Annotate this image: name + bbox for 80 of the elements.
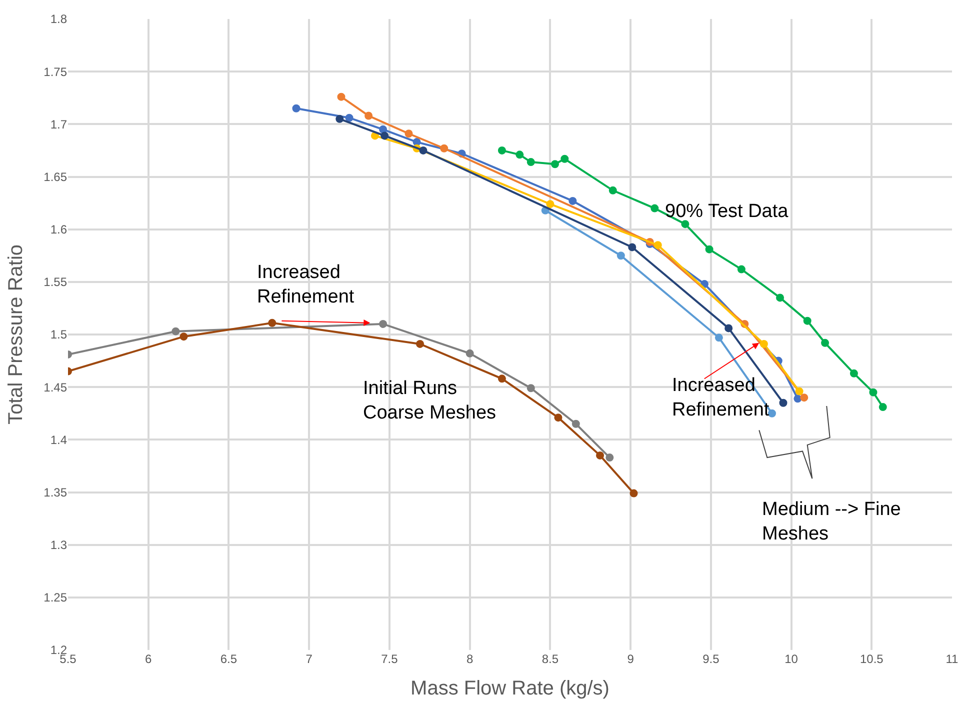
point <box>379 320 388 328</box>
point <box>869 388 878 396</box>
y-tick-label: 1.5 <box>50 328 68 342</box>
point <box>616 252 625 260</box>
point <box>714 334 723 342</box>
annotation: Increased Refinement <box>257 262 355 308</box>
point <box>737 265 746 274</box>
point <box>466 349 474 358</box>
x-tick-label: 8 <box>466 652 474 666</box>
y-tick-label: 1.6 <box>50 222 68 237</box>
x-tick-label: 6 <box>145 652 152 666</box>
point <box>795 387 804 396</box>
x-tick-label: 8.5 <box>542 652 559 666</box>
y-tick-label: 1.25 <box>44 590 68 605</box>
point <box>878 403 887 412</box>
point <box>681 220 690 228</box>
x-tick-label: 10 <box>784 652 798 666</box>
point <box>800 394 808 402</box>
point <box>606 454 614 462</box>
annotation: Medium --> Fine Meshes <box>762 499 901 545</box>
point <box>172 327 180 336</box>
point <box>345 114 354 122</box>
point <box>546 200 554 208</box>
y-tick-label: 1.7 <box>50 117 68 132</box>
y-tick-label: 1.35 <box>44 485 68 500</box>
y-tick-label: 1.45 <box>44 380 68 394</box>
point <box>596 451 604 460</box>
annotation: Initial Runs Coarse Meshes <box>363 378 496 424</box>
point <box>705 245 714 254</box>
point <box>554 414 562 422</box>
point <box>803 316 812 325</box>
x-tick-label: 7.5 <box>381 652 398 666</box>
annotation: 90% Test Data <box>665 201 789 222</box>
point <box>850 369 858 378</box>
y-tick-label: 1.65 <box>44 170 68 184</box>
x-tick-label: 11 <box>946 652 959 666</box>
y-tick-label: 1.3 <box>50 538 68 552</box>
y-axis-title: Total Pressure Ratio <box>5 244 28 425</box>
point <box>419 146 428 154</box>
point <box>440 144 448 152</box>
point <box>821 338 830 347</box>
point <box>498 146 506 154</box>
point <box>416 340 424 348</box>
point <box>292 104 300 112</box>
point <box>608 186 617 194</box>
point <box>551 160 559 168</box>
x-tick-label: 10.5 <box>860 652 884 666</box>
point <box>776 294 784 302</box>
point <box>572 420 580 428</box>
y-tick-label: 1.8 <box>50 12 68 26</box>
point <box>760 340 768 348</box>
point <box>628 243 636 252</box>
y-tick-label: 1.75 <box>44 64 68 79</box>
point <box>526 158 535 166</box>
point <box>268 318 276 327</box>
x-tick-label: 9 <box>627 652 634 666</box>
point <box>526 384 535 392</box>
point <box>724 324 733 332</box>
point <box>379 125 388 134</box>
point <box>779 398 788 407</box>
point <box>364 112 373 120</box>
x-tick-label: 6.5 <box>220 652 238 666</box>
annotation: Increased Refinement <box>672 375 770 421</box>
point <box>180 332 188 341</box>
point <box>568 196 577 205</box>
point <box>498 374 506 383</box>
y-tick-label: 1.4 <box>50 432 68 447</box>
x-tick-label: 7 <box>306 652 313 666</box>
x-axis-title: Mass Flow Rate (kg/s) <box>410 678 610 700</box>
x-tick-label: 9.5 <box>702 652 720 666</box>
point <box>560 154 569 163</box>
point <box>337 92 346 101</box>
point <box>336 114 344 123</box>
point <box>404 130 413 138</box>
point <box>650 204 659 212</box>
point <box>380 132 389 140</box>
y-tick-label: 1.55 <box>44 275 68 290</box>
point <box>654 241 662 250</box>
point <box>630 489 638 498</box>
point <box>516 150 524 159</box>
